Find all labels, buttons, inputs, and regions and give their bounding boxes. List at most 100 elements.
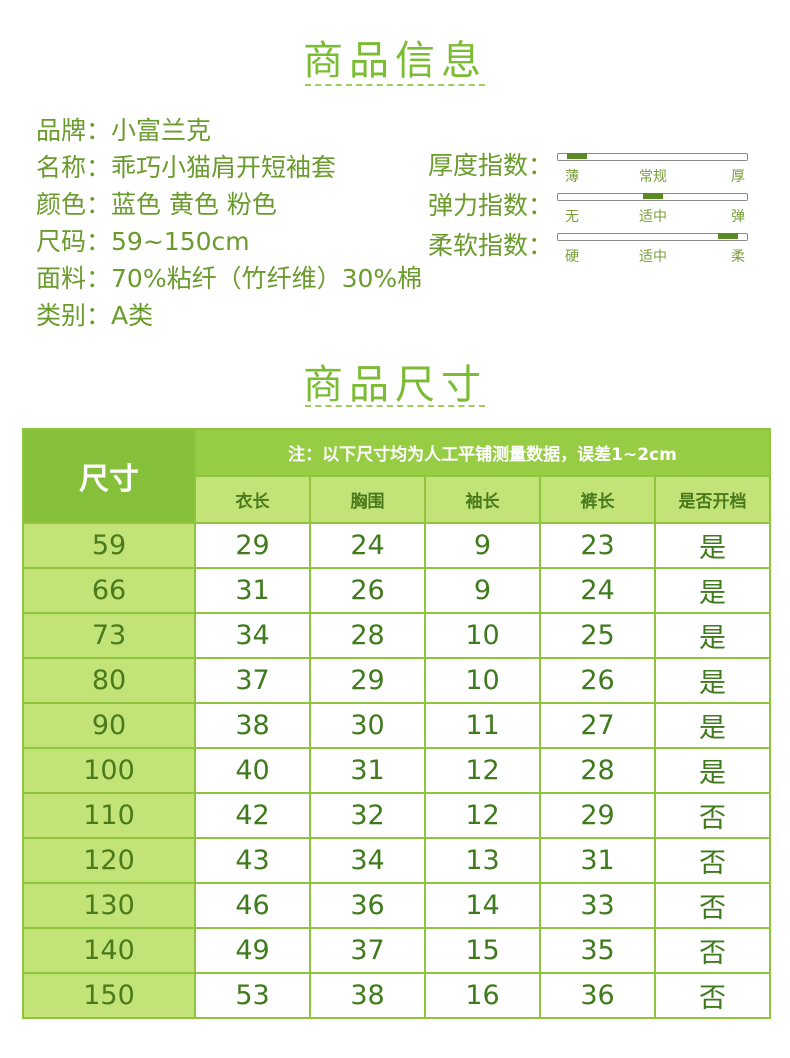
table-cell: 40 bbox=[194, 747, 311, 794]
column-header: 袖长 bbox=[424, 475, 541, 524]
table-cell: 46 bbox=[194, 882, 311, 929]
scale-marker bbox=[567, 153, 588, 159]
column-header: 是否开档 bbox=[654, 475, 771, 524]
table-row: 130 46 36 14 33 否 bbox=[22, 882, 771, 929]
table-row: 80 37 29 10 26 是 bbox=[22, 657, 771, 704]
size-cell: 66 bbox=[22, 567, 196, 614]
size-cell: 150 bbox=[22, 972, 196, 1019]
table-row: 90 38 30 11 27 是 bbox=[22, 702, 771, 749]
table-cell: 24 bbox=[539, 567, 656, 614]
info-row: 尺码：59~150cm bbox=[36, 223, 422, 260]
table-cell: 34 bbox=[194, 612, 311, 659]
size-table-body: 59 29 24 9 23 是 66 31 26 9 24 是 73 34 28 10 25 是 80 37 29 10 2… bbox=[22, 522, 771, 1019]
info-label: 名称 bbox=[36, 153, 87, 182]
table-cell: 38 bbox=[194, 702, 311, 749]
table-cell: 否 bbox=[654, 927, 771, 974]
table-row: 66 31 26 9 24 是 bbox=[22, 567, 771, 614]
table-cell: 否 bbox=[654, 882, 771, 929]
scale-label-right: 柔 bbox=[731, 249, 745, 265]
size-title-underline bbox=[305, 405, 485, 407]
table-cell: 16 bbox=[424, 972, 541, 1019]
column-header: 裤长 bbox=[539, 475, 656, 524]
info-label: 面料 bbox=[36, 264, 87, 293]
table-cell: 否 bbox=[654, 792, 771, 839]
info-sep: ： bbox=[86, 227, 112, 256]
info-row: 类别：A类 bbox=[36, 297, 422, 334]
info-sep: ： bbox=[86, 116, 112, 145]
column-header: 胸围 bbox=[309, 475, 426, 524]
table-cell: 53 bbox=[194, 972, 311, 1019]
info-row: 颜色：蓝色 黄色 粉色 bbox=[36, 186, 422, 223]
info-value: A类 bbox=[111, 301, 154, 330]
info-label: 品牌 bbox=[36, 116, 87, 145]
table-cell: 25 bbox=[539, 612, 656, 659]
info-value: 70%粘纤（竹纤维）30%棉 bbox=[111, 264, 423, 293]
table-cell: 是 bbox=[654, 657, 771, 704]
table-cell: 31 bbox=[309, 747, 426, 794]
scale-label-left: 硬 bbox=[565, 249, 579, 265]
info-title-underline bbox=[305, 84, 485, 86]
table-cell: 33 bbox=[539, 882, 656, 929]
info-row: 面料：70%粘纤（竹纤维）30%棉 bbox=[36, 260, 422, 297]
scale-label-right: 弹 bbox=[731, 209, 745, 225]
table-cell: 31 bbox=[194, 567, 311, 614]
info-section-title: 商品信息 bbox=[303, 38, 487, 84]
size-cell: 80 bbox=[22, 657, 196, 704]
table-cell: 30 bbox=[309, 702, 426, 749]
table-cell: 是 bbox=[654, 567, 771, 614]
table-cell: 是 bbox=[654, 747, 771, 794]
table-cell: 10 bbox=[424, 657, 541, 704]
table-cell: 否 bbox=[654, 972, 771, 1019]
table-row: 59 29 24 9 23 是 bbox=[22, 522, 771, 569]
index-label: 弹力指数： bbox=[428, 191, 554, 220]
table-cell: 43 bbox=[194, 837, 311, 884]
info-row: 品牌：小富兰克 bbox=[36, 112, 422, 149]
size-cell: 59 bbox=[22, 522, 196, 569]
table-cell: 38 bbox=[309, 972, 426, 1019]
table-row: 100 40 31 12 28 是 bbox=[22, 747, 771, 794]
info-value: 乖巧小猫肩开短袖套 bbox=[111, 153, 337, 182]
table-cell: 9 bbox=[424, 522, 541, 569]
table-row: 140 49 37 15 35 否 bbox=[22, 927, 771, 974]
size-cell: 110 bbox=[22, 792, 196, 839]
info-sep: ： bbox=[86, 153, 112, 182]
index-label: 厚度指数： bbox=[428, 151, 554, 180]
info-sep: ： bbox=[86, 264, 112, 293]
scale-label-left: 薄 bbox=[565, 169, 579, 185]
table-cell: 23 bbox=[539, 522, 656, 569]
size-cell: 73 bbox=[22, 612, 196, 659]
table-cell: 49 bbox=[194, 927, 311, 974]
size-cell: 140 bbox=[22, 927, 196, 974]
size-table: 尺寸 注：以下尺寸均为人工平铺测量数据，误差1~2cm 衣长 胸围 袖长 裤长 是否开档… bbox=[22, 428, 771, 1019]
column-header-row: 衣长 胸围 袖长 裤长 是否开档 bbox=[23, 475, 771, 524]
scale-marker bbox=[642, 193, 663, 199]
table-cell: 28 bbox=[309, 612, 426, 659]
table-cell: 是 bbox=[654, 522, 771, 569]
info-label: 颜色 bbox=[36, 190, 87, 219]
table-cell: 11 bbox=[424, 702, 541, 749]
table-cell: 是 bbox=[654, 702, 771, 749]
table-cell: 34 bbox=[309, 837, 426, 884]
scale-marker bbox=[717, 233, 738, 239]
table-cell: 12 bbox=[424, 792, 541, 839]
measurement-note: 注：以下尺寸均为人工平铺测量数据，误差1~2cm bbox=[194, 428, 771, 477]
index-scale: 硬 适中 柔 bbox=[555, 228, 750, 265]
index-scale: 无 适中 弹 bbox=[555, 188, 750, 225]
table-cell: 9 bbox=[424, 567, 541, 614]
table-cell: 32 bbox=[309, 792, 426, 839]
table-cell: 15 bbox=[424, 927, 541, 974]
table-cell: 14 bbox=[424, 882, 541, 929]
table-cell: 37 bbox=[309, 927, 426, 974]
table-cell: 否 bbox=[654, 837, 771, 884]
size-cell: 100 bbox=[22, 747, 196, 794]
info-row: 名称：乖巧小猫肩开短袖套 bbox=[36, 149, 422, 186]
index-label: 柔软指数： bbox=[428, 231, 554, 260]
table-cell: 37 bbox=[194, 657, 311, 704]
size-cell: 130 bbox=[22, 882, 196, 929]
size-cell: 120 bbox=[22, 837, 196, 884]
table-cell: 29 bbox=[309, 657, 426, 704]
size-cell: 90 bbox=[22, 702, 196, 749]
product-info-list: 品牌：小富兰克 名称：乖巧小猫肩开短袖套 颜色：蓝色 黄色 粉色 尺码：59~150c… bbox=[36, 112, 422, 334]
table-cell: 42 bbox=[194, 792, 311, 839]
table-row: 110 42 32 12 29 否 bbox=[22, 792, 771, 839]
